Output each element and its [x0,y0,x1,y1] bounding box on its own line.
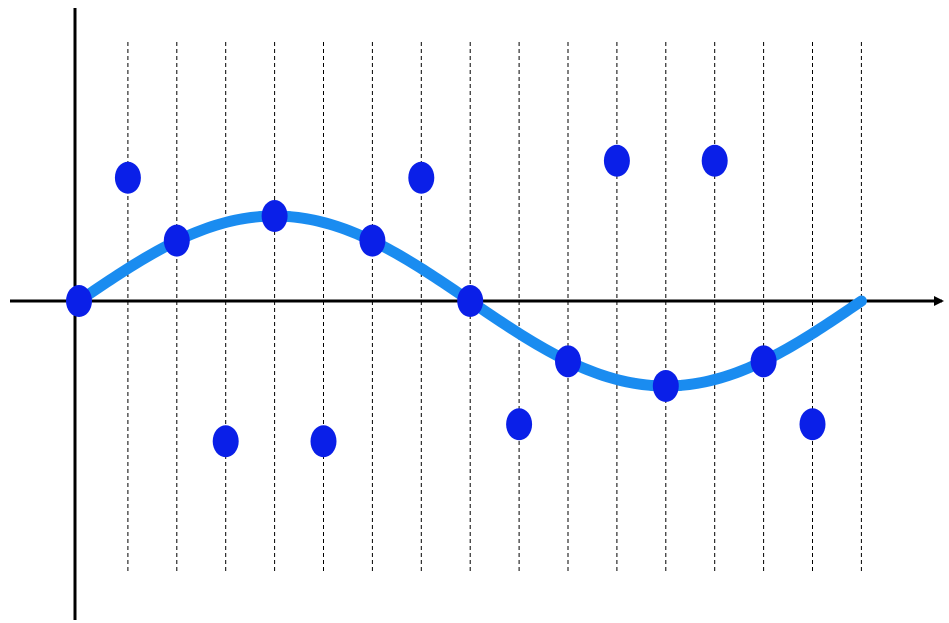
data-point-7 [408,161,435,194]
data-point-1 [114,161,141,194]
grid-lines [127,42,862,572]
data-points [66,144,826,458]
data-point-6 [359,224,386,257]
data-point-14 [750,345,777,378]
data-point-4 [261,200,288,232]
data-point-13 [701,144,728,177]
data-point-2 [163,224,190,257]
data-point-8 [457,285,484,317]
data-point-11 [603,144,630,177]
data-point-0 [66,285,92,317]
data-point-5 [310,425,337,458]
data-point-15 [799,408,826,441]
data-point-12 [652,370,679,402]
data-point-3 [212,425,239,458]
data-point-10 [555,345,581,378]
data-point-9 [506,408,533,441]
